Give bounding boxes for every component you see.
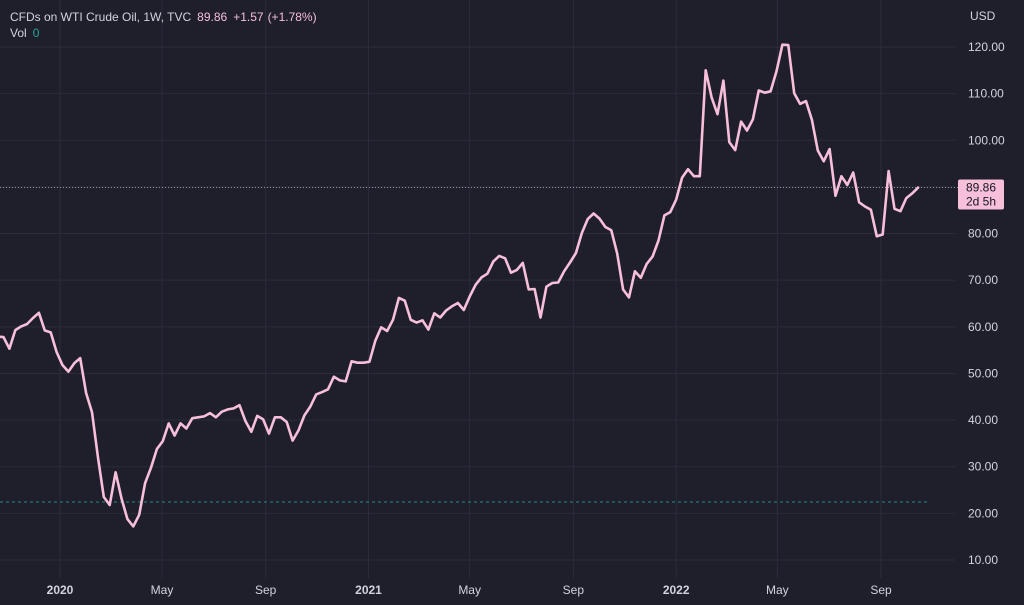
x-tick-label: Sep xyxy=(563,583,585,597)
y-tick-label: 70.00 xyxy=(968,273,998,287)
last-price-tag[interactable]: 89.86 2d 5h xyxy=(958,179,1004,210)
last-value: 89.86 xyxy=(197,10,228,24)
x-axis-labels: 2020 May Sep 2021 May Sep 2022 May Sep xyxy=(47,583,892,597)
x-tick-label: Sep xyxy=(870,583,892,597)
change-value: +1.57 xyxy=(233,10,264,24)
x-tick-label: 2020 xyxy=(47,583,74,597)
price-tag-countdown: 2d 5h xyxy=(966,195,996,209)
y-tick-label: 20.00 xyxy=(968,506,998,520)
y-tick-label: 40.00 xyxy=(968,413,998,427)
currency-label: USD xyxy=(970,9,996,23)
y-tick-label: 120.00 xyxy=(968,40,1005,54)
x-tick-label: May xyxy=(151,583,174,597)
y-tick-label: 60.00 xyxy=(968,320,998,334)
x-tick-label: 2022 xyxy=(663,583,690,597)
y-tick-label: 30.00 xyxy=(968,460,998,474)
y-tick-label: 80.00 xyxy=(968,227,998,241)
price-tag-background xyxy=(958,179,1004,210)
x-tick-label: May xyxy=(458,583,481,597)
price-tag-value: 89.86 xyxy=(966,181,996,195)
x-tick-label: Sep xyxy=(255,583,277,597)
y-tick-label: 110.00 xyxy=(968,87,1004,101)
x-tick-label: 2021 xyxy=(355,583,382,597)
volume-value: 0 xyxy=(32,26,40,40)
x-tick-label: May xyxy=(766,583,789,597)
legend-volume-row[interactable]: Vol 0 xyxy=(10,25,317,41)
change-percent: (+1.78%) xyxy=(267,10,317,24)
y-tick-label: 50.00 xyxy=(968,366,998,380)
x-grid xyxy=(59,0,882,578)
symbol-title[interactable]: CFDs on WTI Crude Oil, 1W, TVC xyxy=(10,10,192,24)
y-grid xyxy=(0,46,955,561)
price-line-series xyxy=(0,43,920,528)
y-tick-label: 100.00 xyxy=(968,133,1005,147)
volume-label: Vol xyxy=(10,26,27,40)
y-tick-label: 10.00 xyxy=(968,553,998,567)
chart-legend[interactable]: CFDs on WTI Crude Oil, 1W, TVC 89.86 +1.57… xyxy=(10,9,317,41)
legend-symbol-row[interactable]: CFDs on WTI Crude Oil, 1W, TVC 89.86 +1.57… xyxy=(10,9,317,25)
